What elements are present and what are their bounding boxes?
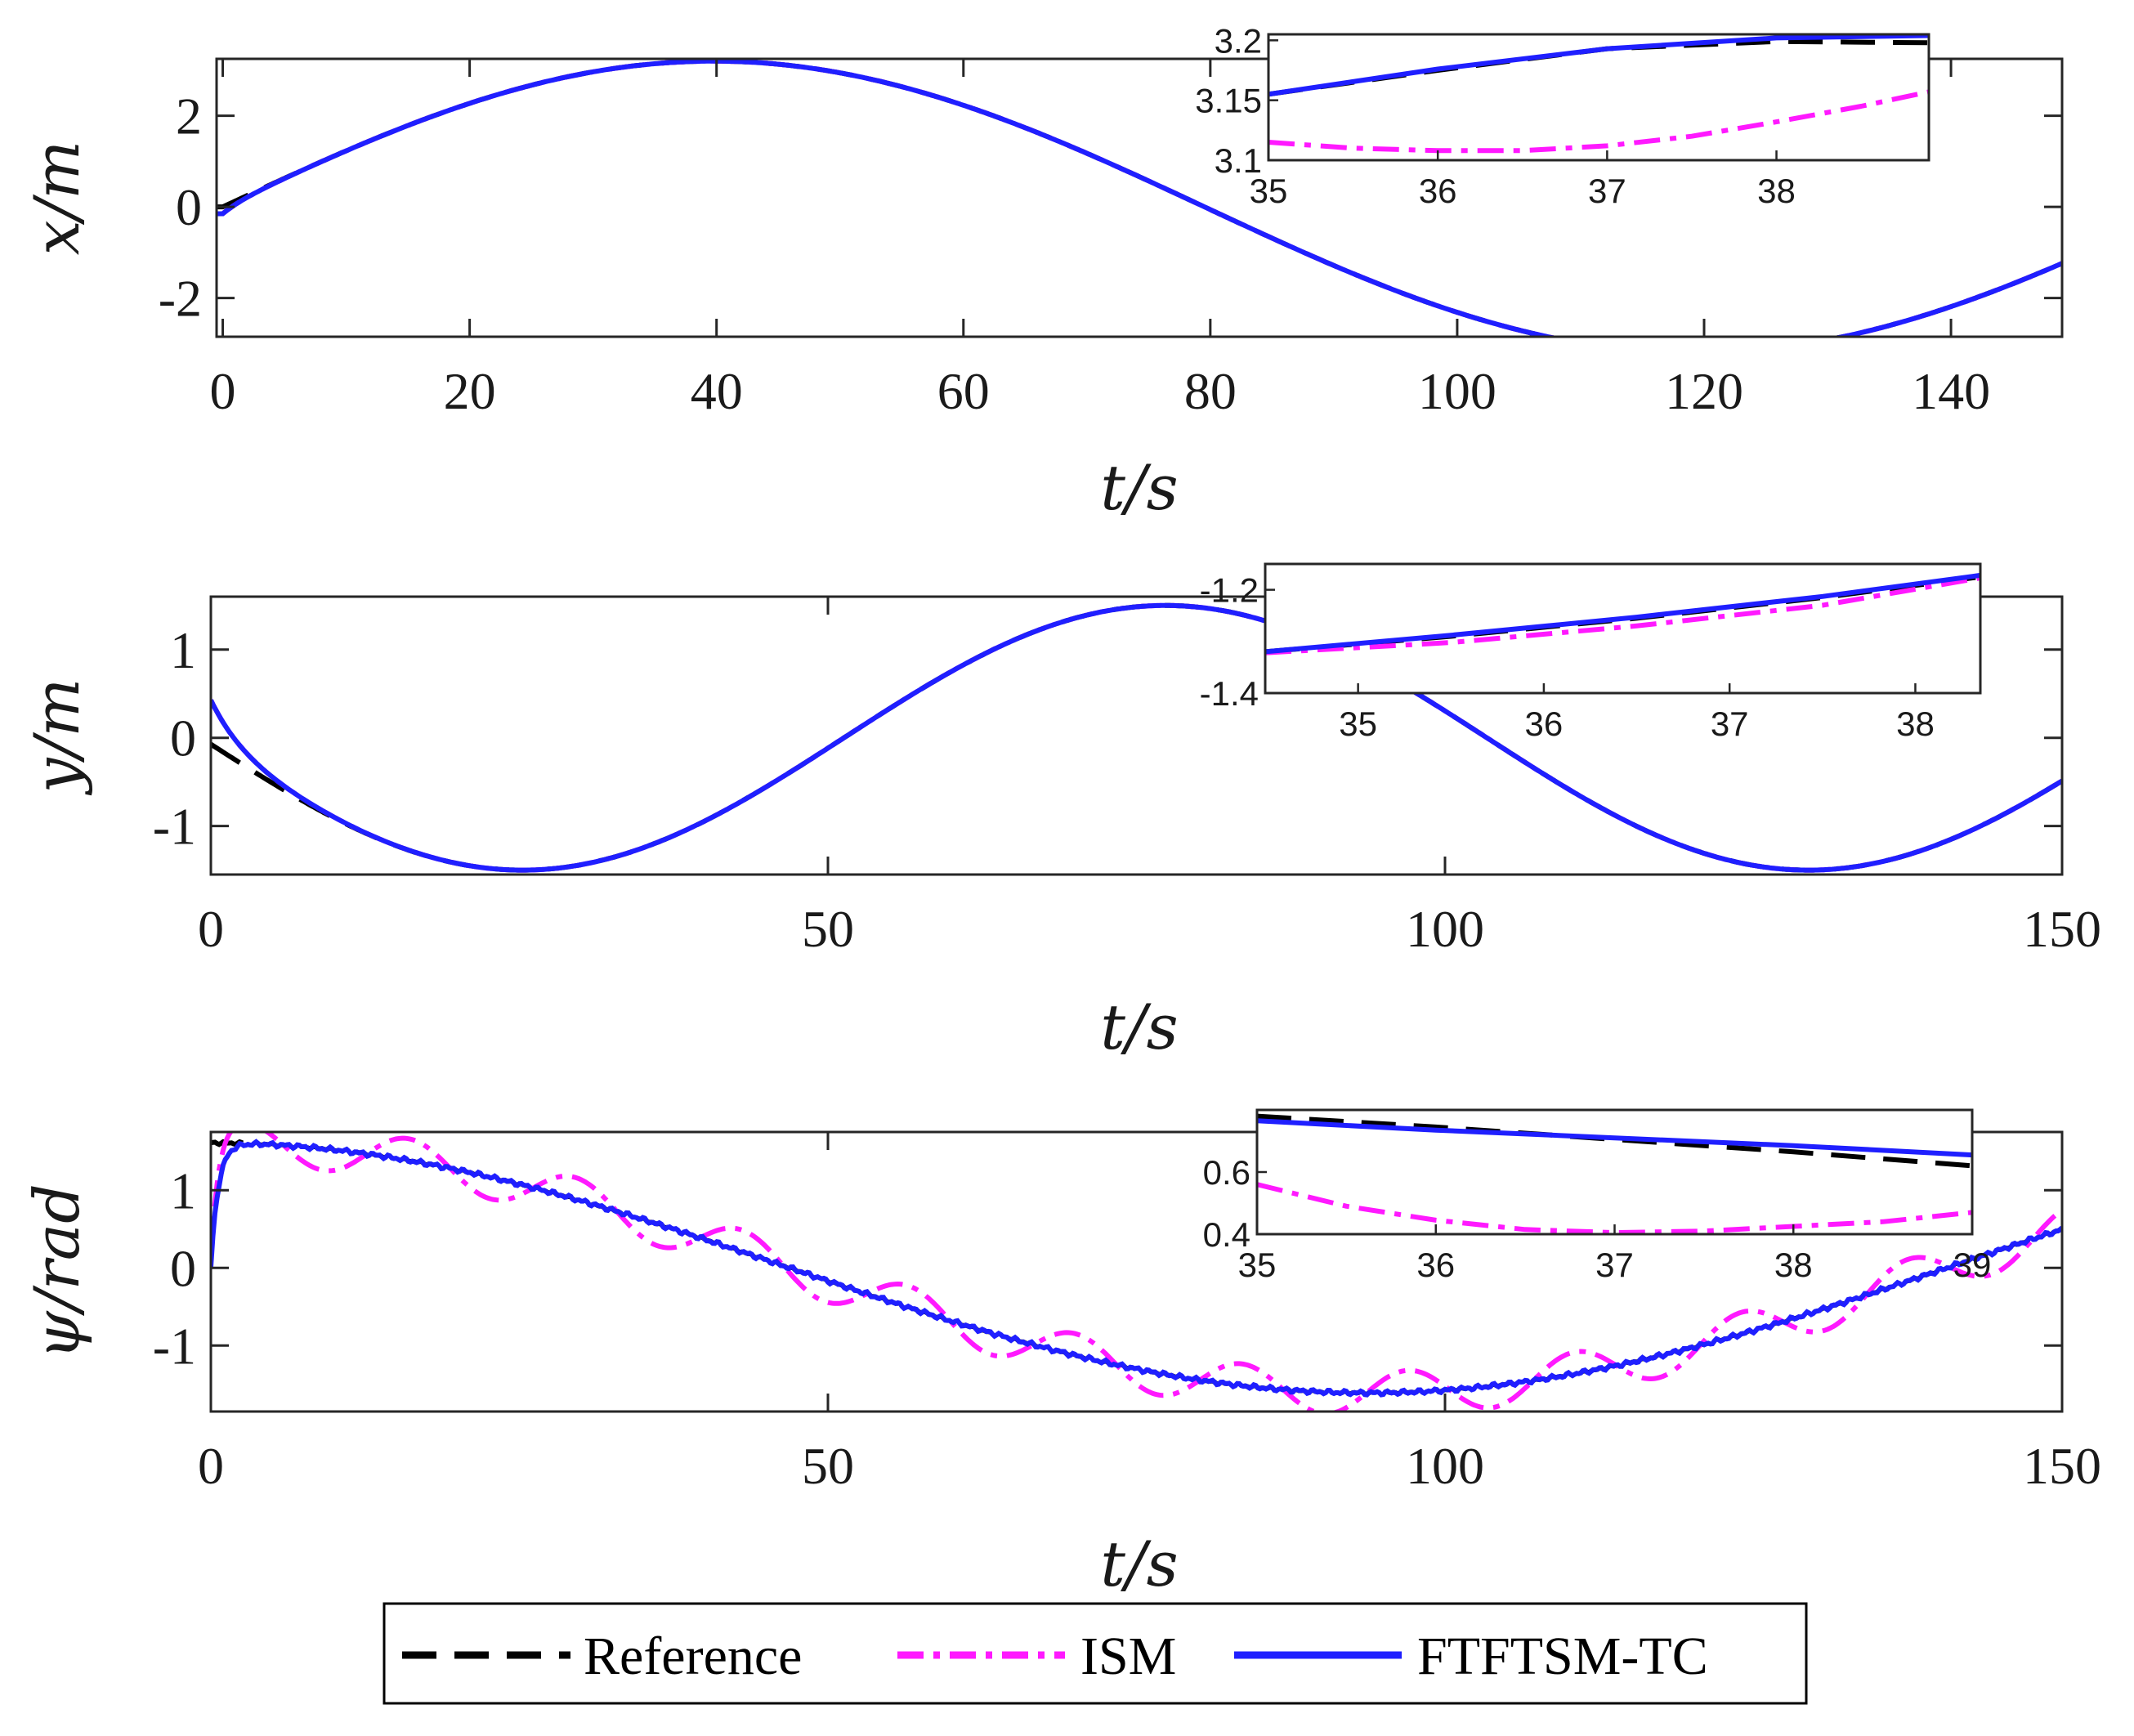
inset-xtick-label: 37 [1711, 705, 1749, 743]
inset-xtick-label: 35 [1339, 705, 1377, 743]
series-group [211, 1132, 2062, 1412]
inset-series-ftftsm-tc [1268, 34, 1929, 97]
inset-area [1257, 1110, 1972, 1234]
panel-heading: 0 50 100 150 -1 0 1 ψ/rad t/s 35 36 37 38 39 0.4 0.6 [20, 1108, 2101, 1600]
x-axis-label: t/s [1100, 451, 1178, 524]
xtick-label: 100 [1418, 362, 1496, 420]
inset-xtick-label: 36 [1419, 172, 1457, 210]
xtick-label: 20 [444, 362, 496, 420]
xtick-label: 150 [2023, 900, 2101, 958]
xtick-label: 0 [210, 362, 236, 420]
inset-ytick-label: 0.6 [1203, 1153, 1250, 1192]
inset-box [1264, 562, 1982, 695]
inset-x-position: 35 36 37 38 3.1 3.15 3.2 [1195, 21, 1930, 210]
xtick-label: 50 [802, 1437, 854, 1495]
inset-series-ftftsm-tc [1265, 572, 1980, 655]
inset-ytick-label: 0.4 [1203, 1215, 1250, 1254]
inset-xtick-label: 36 [1525, 705, 1564, 743]
axes-box [209, 595, 2064, 876]
inset-xtick-label: 37 [1595, 1246, 1634, 1284]
inset-series-ism [1265, 575, 1980, 655]
xtick-label: 100 [1406, 900, 1484, 958]
xtick-label: 80 [1184, 362, 1237, 420]
ytick-label: 1 [170, 1161, 196, 1219]
ytick-label: 0 [170, 1239, 196, 1297]
legend-label-reference: Reference [584, 1626, 802, 1686]
series-group [211, 602, 2062, 873]
x-axis-label: t/s [1100, 1528, 1178, 1600]
ytick-label: -2 [159, 270, 202, 328]
inset-ytick-label: -1.4 [1200, 674, 1259, 713]
inset-series-ism [1268, 89, 1929, 154]
ytick-label: 2 [176, 87, 202, 145]
series-ftftsm-tc [211, 602, 2062, 873]
inset-ytick-label: 3.2 [1215, 21, 1262, 60]
inset-xtick-label: 39 [1953, 1246, 1992, 1284]
inset-series-ftftsm-tc [1257, 1118, 1972, 1158]
inset-ytick-label: 3.1 [1215, 141, 1262, 180]
y-axis-label: ψ/rad [20, 1183, 93, 1360]
inset-xtick-label: 38 [1896, 705, 1935, 743]
series-ftftsm-tc [211, 1139, 2062, 1398]
xtick-label: 120 [1665, 362, 1743, 420]
inset-box [1267, 33, 1930, 162]
inset-y-position: 35 36 37 38 -1.4 -1.2 [1200, 562, 1982, 743]
ytick-label: -1 [153, 798, 196, 856]
ytick-label: 0 [170, 709, 196, 767]
inset-series-reference [1257, 1113, 1972, 1169]
inset-xtick-label: 38 [1757, 172, 1796, 210]
xtick-label: 140 [1912, 362, 1990, 420]
x-axis-label: t/s [1100, 991, 1178, 1063]
legend: Reference ISM FTFTSM-TC [383, 1602, 1808, 1705]
series-group [217, 59, 2062, 337]
inset-xtick-label: 37 [1588, 172, 1626, 210]
xtick-label: 150 [2023, 1437, 2101, 1495]
inset-series-group [1257, 1113, 1972, 1234]
xtick-label: 60 [937, 362, 990, 420]
inset-xtick-label: 35 [1250, 172, 1288, 210]
ytick-label: 0 [176, 178, 202, 236]
xtick-label: 50 [802, 900, 854, 958]
ytick-label: 1 [170, 621, 196, 679]
xtick-label: 40 [691, 362, 743, 420]
inset-series-group [1268, 34, 1929, 154]
xtick-label: 0 [198, 1437, 224, 1495]
xtick-label: 0 [198, 900, 224, 958]
legend-label-ftftsm: FTFTSM-TC [1417, 1626, 1708, 1686]
inset-xtick-label: 35 [1238, 1246, 1277, 1284]
inset-ytick-label: 3.15 [1195, 82, 1262, 120]
y-axis-label: x/m [20, 141, 93, 256]
ytick-label: -1 [153, 1317, 196, 1375]
inset-xtick-label: 38 [1774, 1246, 1813, 1284]
inset-xtick-label: 36 [1416, 1246, 1455, 1284]
xtick-label: 100 [1406, 1437, 1484, 1495]
series-ftftsm-tc [217, 59, 2062, 337]
y-axis-label: y/m [20, 678, 93, 796]
inset-heading: 35 36 37 38 39 0.4 0.6 [1203, 1108, 1992, 1284]
axes-box [209, 1130, 2064, 1413]
inset-area [1268, 34, 1929, 160]
inset-series-group [1265, 572, 1980, 655]
inset-series-ism [1257, 1182, 1972, 1234]
inset-area [1265, 564, 1980, 693]
legend-label-ism: ISM [1080, 1626, 1176, 1686]
legend-box [383, 1602, 1808, 1705]
axes-box [215, 57, 2064, 338]
inset-ytick-label: -1.2 [1200, 571, 1259, 610]
